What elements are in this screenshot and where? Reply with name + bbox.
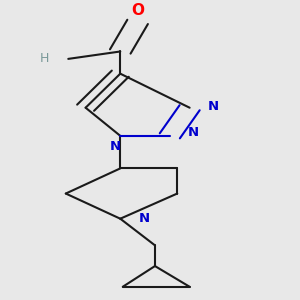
Text: O: O <box>131 3 144 18</box>
Text: N: N <box>110 140 121 153</box>
Text: N: N <box>188 126 199 140</box>
Text: H: H <box>40 52 49 65</box>
Text: N: N <box>139 212 150 225</box>
Text: N: N <box>208 100 219 113</box>
